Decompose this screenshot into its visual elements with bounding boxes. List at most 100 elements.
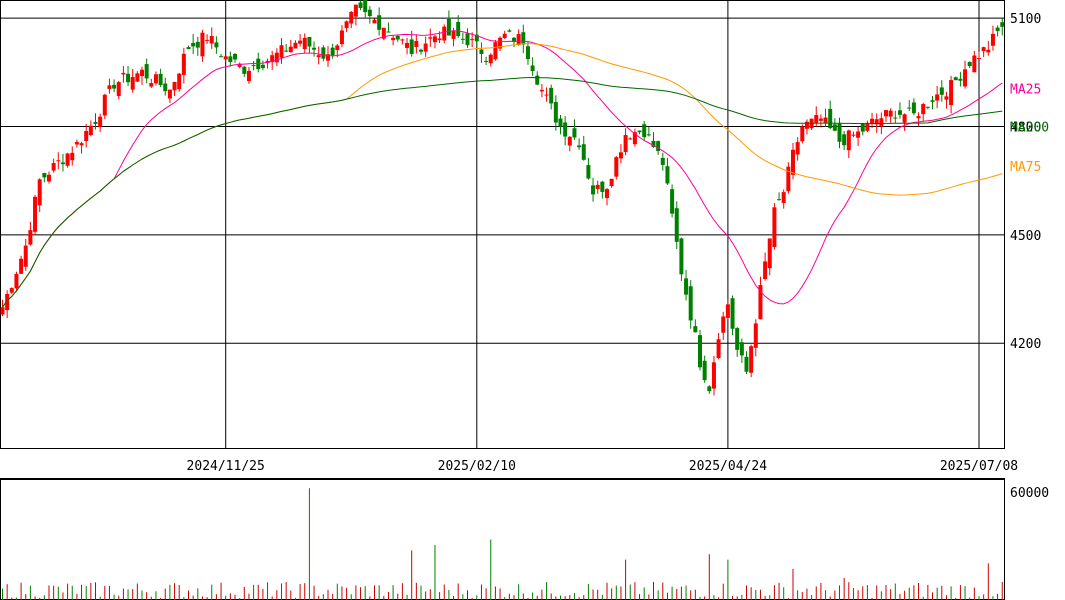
candle-body <box>986 49 991 53</box>
candle-body <box>781 192 786 204</box>
candle-body <box>753 323 758 348</box>
candle-body <box>688 286 693 321</box>
candle-body <box>730 298 735 329</box>
candle-body <box>967 61 972 66</box>
candle-body <box>19 258 24 274</box>
candle-body <box>577 145 582 148</box>
candle-body <box>195 41 200 48</box>
candle-body <box>897 110 902 115</box>
candle-body <box>656 141 661 151</box>
price-tick-label: 4200 <box>1010 337 1041 352</box>
candle-body <box>670 189 675 214</box>
candle-body <box>284 50 289 52</box>
candle-body <box>1000 22 1005 27</box>
candle-body <box>9 288 14 293</box>
candle-body <box>163 83 168 92</box>
candle-body <box>363 0 368 13</box>
candle-body <box>260 64 265 68</box>
candle-body <box>353 4 358 17</box>
candle-body <box>451 30 456 39</box>
candle-body <box>721 316 726 333</box>
candle-body <box>632 132 637 145</box>
candle-body <box>944 96 949 100</box>
candle-body <box>618 152 623 159</box>
candle-body <box>121 72 126 75</box>
candle-body <box>804 121 809 129</box>
volume-panel-frame <box>0 479 1005 600</box>
candle-body <box>172 81 177 91</box>
candle-body <box>563 122 568 137</box>
candle-body <box>772 207 777 248</box>
candle-body <box>660 157 665 165</box>
candle-body <box>628 138 633 140</box>
candle-body <box>344 21 349 29</box>
candle-body <box>326 54 330 61</box>
candle-body <box>330 47 335 56</box>
ma200-legend-label: MA200 <box>1010 120 1049 135</box>
candle-body <box>144 64 149 79</box>
candle-body <box>209 35 214 44</box>
candle-body <box>135 73 140 82</box>
candle-body <box>525 46 530 60</box>
axis-labels: 5100 4800 4500 4200 60000 2024/11/25 2025/02/1… <box>187 12 1050 501</box>
candle-body <box>432 36 437 43</box>
candle-body <box>879 118 884 127</box>
price-tick-label: 5100 <box>1010 12 1041 27</box>
candle-body <box>107 85 112 89</box>
candle-body <box>414 40 419 48</box>
candle-body <box>74 142 79 145</box>
candle-body <box>177 73 182 90</box>
candle-body <box>465 33 470 46</box>
candle-body <box>544 94 549 96</box>
candle-body <box>42 173 47 178</box>
candle-body <box>84 130 89 141</box>
candle-body <box>37 179 42 206</box>
candle-body <box>279 45 284 58</box>
candle-body <box>372 19 377 24</box>
candle-body <box>56 160 61 162</box>
candle-body <box>70 152 75 161</box>
ma25-legend-label: MA25 <box>1010 83 1041 98</box>
candle-body <box>739 342 744 356</box>
candle-body <box>507 30 512 32</box>
candle-body <box>865 122 870 131</box>
candle-body <box>930 100 935 102</box>
candle-body <box>498 37 503 49</box>
candle-body <box>0 307 5 315</box>
volume-tick-label: 60000 <box>1010 486 1049 501</box>
candle-body <box>646 134 651 136</box>
candle-body <box>749 346 754 373</box>
candle-body <box>251 65 256 67</box>
price-tick-label: 4500 <box>1010 229 1041 244</box>
candle-body <box>130 77 135 90</box>
candle-body <box>735 328 740 350</box>
candle-body <box>358 2 363 9</box>
candle-body <box>246 70 251 82</box>
candle-body <box>47 174 51 182</box>
candle-body <box>149 83 154 87</box>
candle-body <box>5 293 10 311</box>
candle-body <box>33 196 38 232</box>
date-tick-label: 2025/04/24 <box>689 459 767 474</box>
candle-body <box>949 80 954 106</box>
candle-body <box>126 73 131 83</box>
candle-body <box>23 245 28 267</box>
candle-body <box>214 42 219 48</box>
candle-body <box>270 55 275 63</box>
candle-body <box>93 121 98 124</box>
candle-body <box>953 77 958 81</box>
candle-body <box>98 116 103 127</box>
candle-body <box>842 134 847 146</box>
candle-body <box>437 38 442 41</box>
candle-body <box>288 46 293 53</box>
date-tick-label: 2025/02/10 <box>438 459 516 474</box>
candle-body <box>409 39 414 54</box>
ma75-legend-label: MA75 <box>1010 160 1041 175</box>
price-panel-frame <box>0 0 1005 449</box>
candle-body <box>851 134 856 136</box>
candle-body <box>786 166 791 192</box>
candle-body <box>405 42 410 48</box>
candle-body <box>572 128 577 138</box>
moving-averages <box>2 30 1003 308</box>
